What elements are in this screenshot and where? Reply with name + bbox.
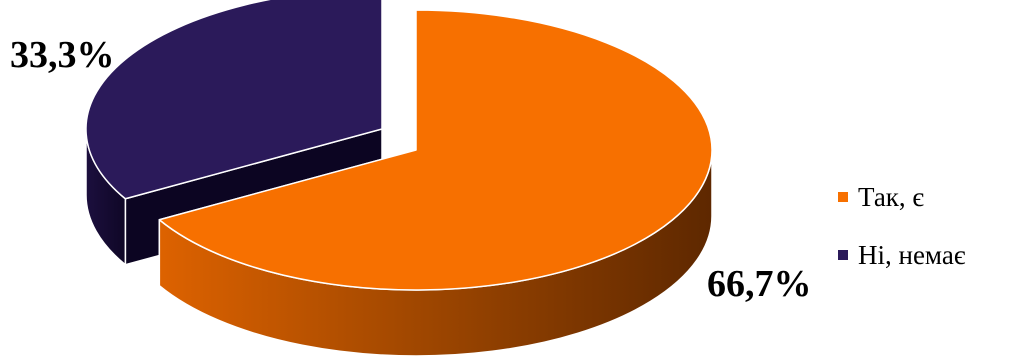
slice-yes: [158, 9, 713, 357]
legend-swatch-yes: [838, 192, 848, 202]
slice-yes-top: [158, 9, 713, 291]
legend-label-no: Ні, немає: [858, 239, 966, 270]
data-label-no: 33,3%: [10, 34, 115, 76]
legend-swatch-no: [838, 250, 848, 260]
legend-item-yes: Так, є: [838, 168, 965, 226]
data-label-yes: 66,7%: [707, 263, 812, 305]
legend-item-no: Ні, немає: [838, 226, 965, 284]
slice-no-top: [85, 0, 383, 200]
legend: Так, є Ні, немає: [838, 168, 965, 284]
legend-label-yes: Так, є: [858, 181, 925, 212]
